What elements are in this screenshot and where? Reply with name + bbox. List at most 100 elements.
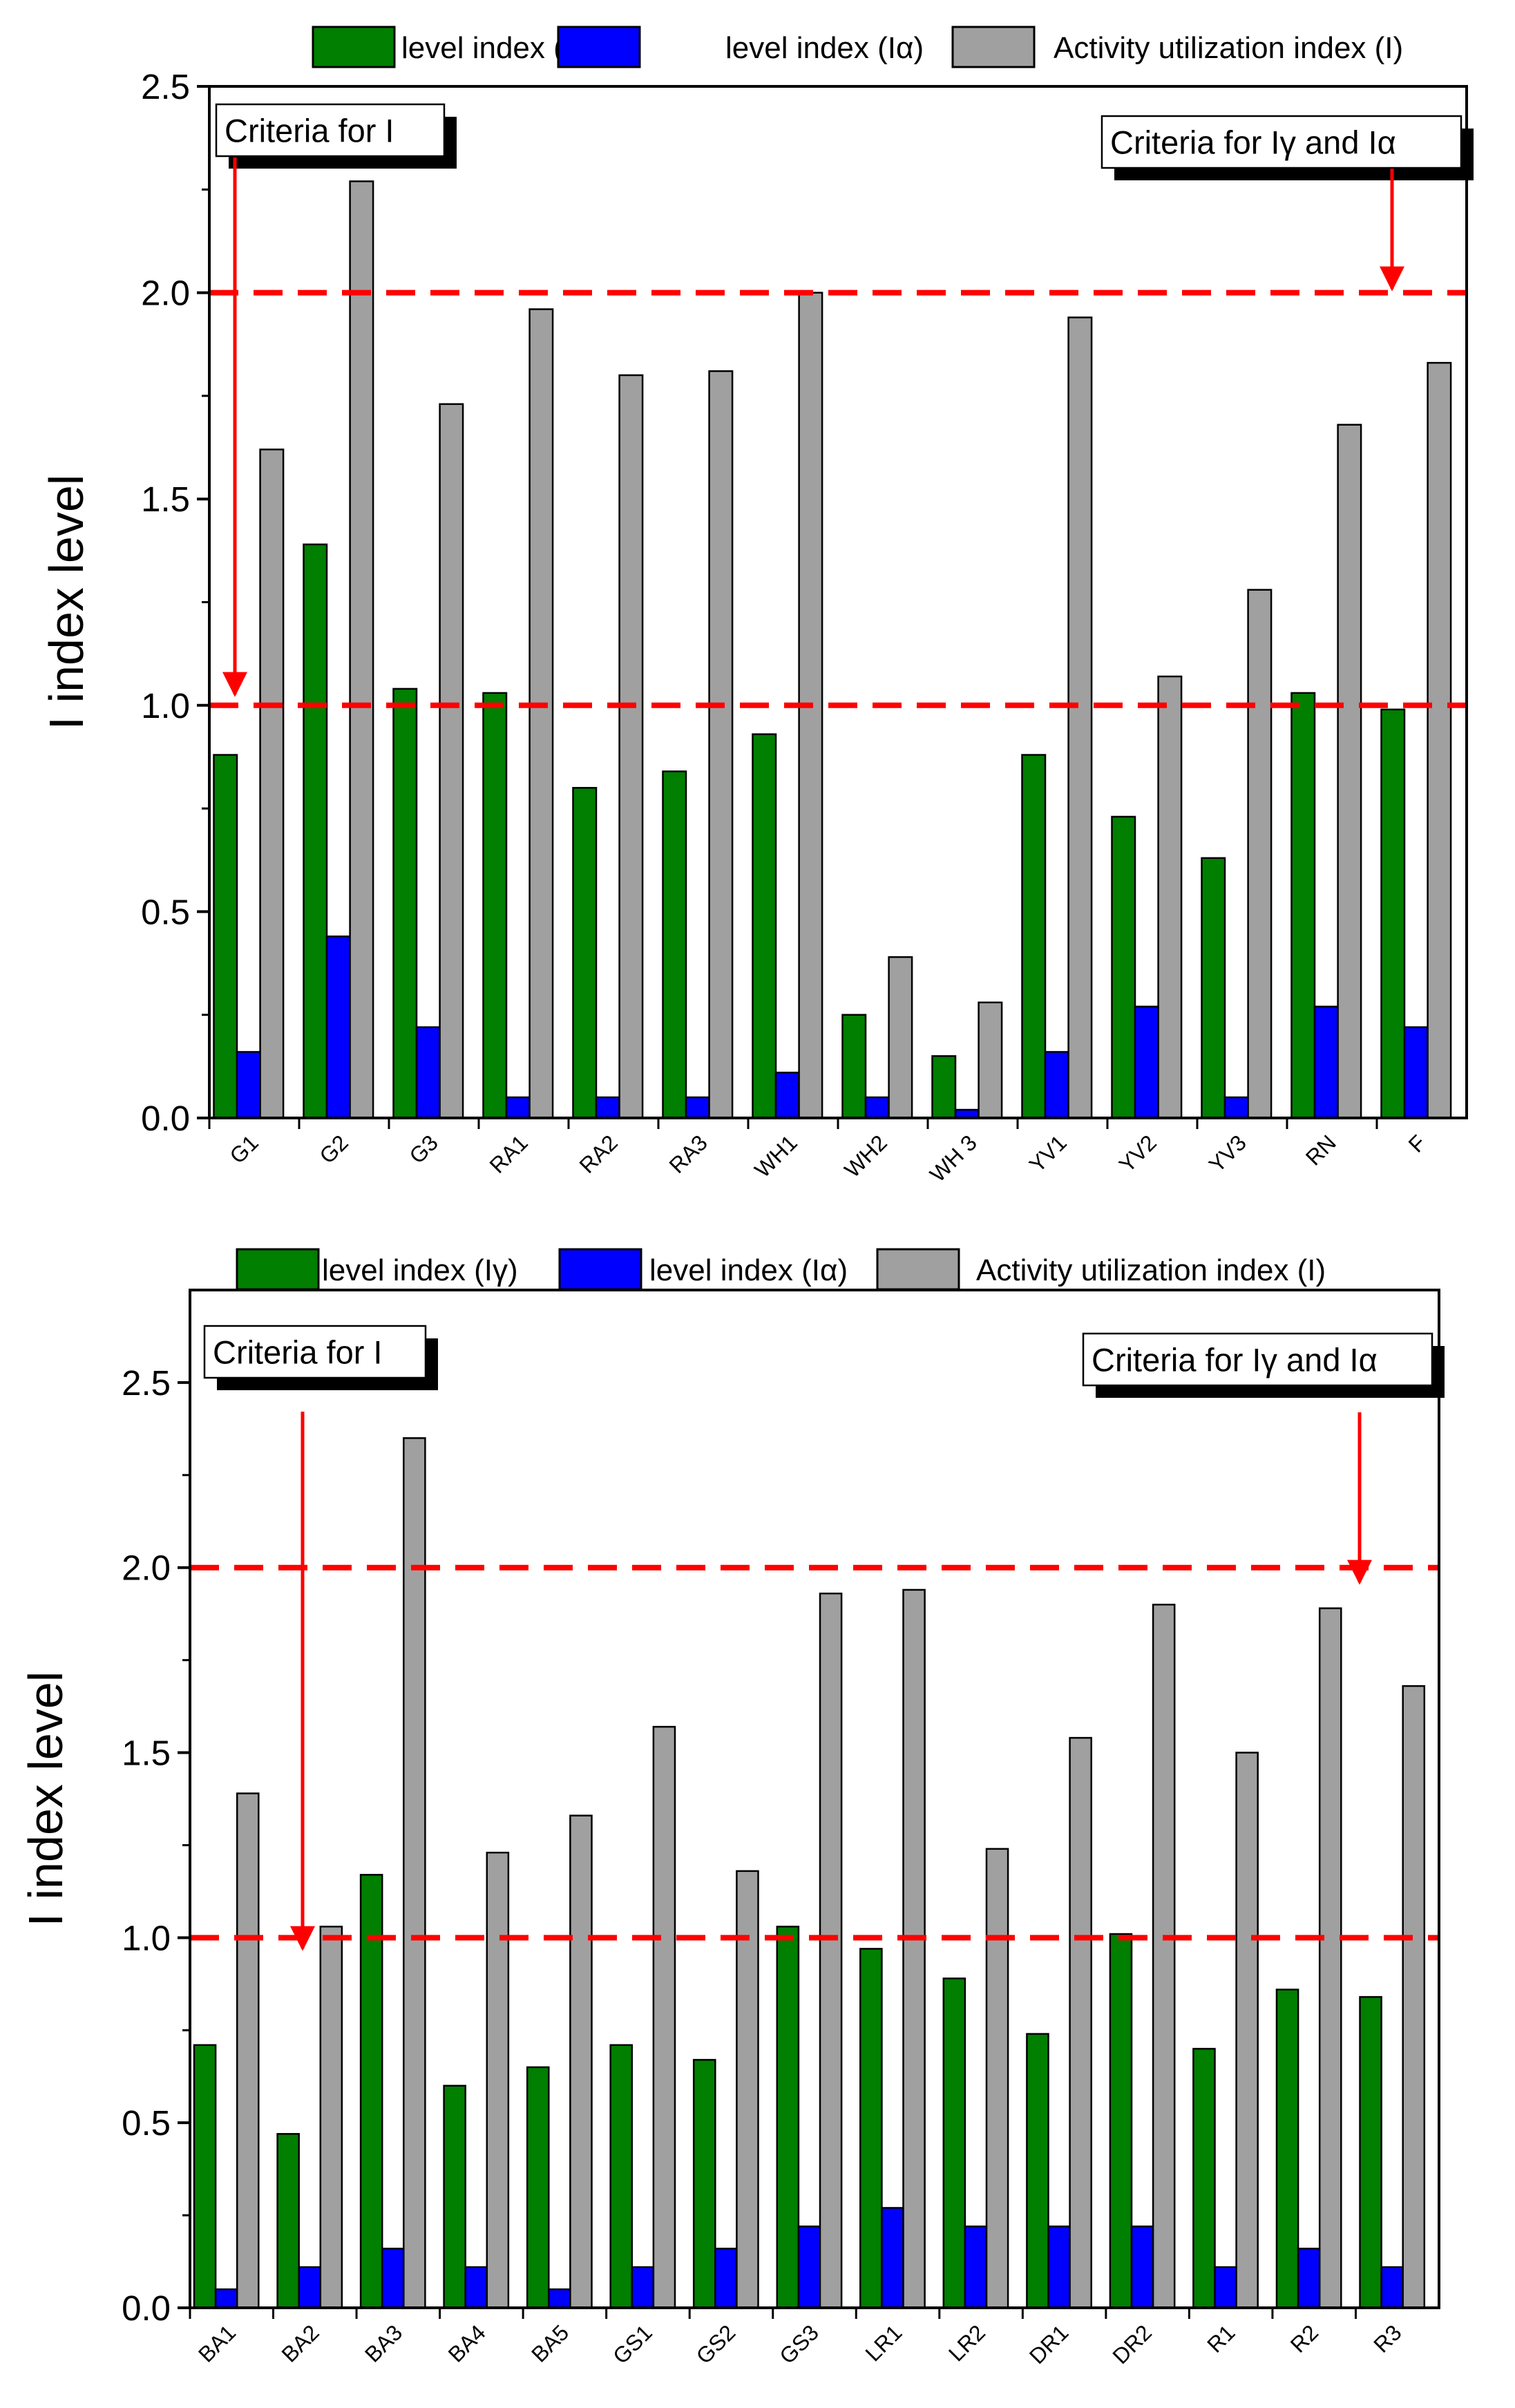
bar-GS3-series-1 (776, 1926, 800, 2309)
x-tick-label-WH1: WH1 (750, 1130, 802, 1182)
x-tick-label-GS3: GS3 (774, 2320, 823, 2369)
bar-LR2-series-1 (942, 1978, 966, 2309)
bar-WH1-series-1 (752, 733, 777, 1119)
y-axis-label: I index level (19, 1671, 73, 1927)
x-tick-label-RA3: RA3 (664, 1130, 712, 1177)
x-tick-label-BA1: BA1 (193, 2320, 240, 2367)
bar-BA1-series-3 (236, 1792, 260, 2309)
bar-R2-series-2 (1297, 2248, 1321, 2309)
bar-WH2-series-1 (841, 1014, 867, 1119)
legend-swatch-series-2 (557, 26, 641, 68)
y-tick-label: 1.5 (141, 480, 190, 519)
bar-LR1-series-3 (902, 1589, 926, 2309)
bar-YV2-series-2 (1134, 1005, 1159, 1119)
bar-RN-series-1 (1290, 692, 1316, 1119)
bar-RA3-series-3 (708, 370, 734, 1119)
bar-LR2-series-3 (985, 1848, 1009, 2309)
bar-GS2-series-1 (692, 2058, 716, 2309)
chart-panel-1: 0.0 0.5 1.0 1.5 2.0 2.5 G1 G2 G3 RA1 RA2 RA3 WH1 WH2 W… (39, 26, 1474, 1187)
x-tick-label-G1: G1 (225, 1130, 263, 1168)
bar-RN-series-2 (1313, 1005, 1339, 1119)
bar-YV3-series-3 (1247, 589, 1273, 1119)
bar-RA3-series-1 (662, 770, 687, 1119)
annotation-criteria-gamma-alpha-box (1082, 1332, 1433, 1387)
y-tick-label: 1.0 (122, 1918, 171, 1957)
legend-label-series-3: Activity utilization index (I) (976, 1253, 1326, 1287)
legend-swatch-series-3 (876, 1248, 960, 1291)
bar-WH2-series-2 (864, 1096, 890, 1119)
bar-DR2-series-3 (1152, 1604, 1176, 2309)
bar-R3-series-1 (1359, 1995, 1382, 2309)
bar-YV1-series-3 (1067, 316, 1093, 1119)
y-tick-label: 2.5 (122, 1363, 171, 1403)
legend-label-series-3: Activity utilization index (I) (1054, 31, 1403, 65)
x-tick-label-LR1: LR1 (861, 2320, 907, 2366)
legend-swatch-series-2 (558, 1248, 642, 1291)
x-tick-label-R1: R1 (1202, 2320, 1239, 2357)
plot-frame (189, 1289, 1440, 2309)
bar-RA1-series-3 (528, 308, 554, 1119)
annotation-criteria-I: Criteria for I (215, 103, 457, 169)
bar-YV1-series-1 (1021, 754, 1047, 1119)
annotation-criteria-I: Criteria for I (203, 1325, 438, 1390)
bar-F-series-3 (1427, 361, 1452, 1119)
y-tick-label: 1.5 (122, 1734, 171, 1773)
bar-R2-series-1 (1275, 1989, 1299, 2309)
bar-BA5-series-3 (569, 1814, 593, 2309)
bar-G1-series-3 (259, 448, 285, 1119)
bar-RA3-series-2 (685, 1096, 710, 1119)
bar-G1-series-2 (236, 1051, 261, 1119)
legend-swatch-series-1 (236, 1248, 320, 1291)
y-tick-label: 2.0 (122, 1548, 171, 1588)
y-tick-label: 1.0 (141, 686, 190, 726)
annotation-criteria-I-box (203, 1325, 427, 1379)
bar-DR2-series-2 (1130, 2225, 1154, 2309)
bar-BA5-series-1 (526, 2066, 550, 2309)
legend-swatch-series-3 (951, 26, 1036, 68)
x-tick-label-BA5: BA5 (526, 2320, 573, 2367)
bar-BA2-series-2 (298, 2266, 322, 2309)
bar-RA2-series-3 (618, 374, 644, 1119)
bar-G2-series-3 (349, 180, 374, 1119)
x-tick-label-WH3: WH 3 (925, 1130, 982, 1186)
bar-R3-series-3 (1402, 1685, 1426, 2309)
annotation-criteria-I-text: Criteria for I (213, 1334, 383, 1371)
y-tick-label: 2.0 (141, 274, 190, 313)
bar-DR2-series-1 (1109, 1933, 1133, 2309)
bar-R3-series-2 (1380, 2266, 1404, 2309)
bar-BA5-series-2 (548, 2288, 571, 2309)
bar-BA3-series-1 (359, 1874, 383, 2309)
bar-DR1-series-1 (1026, 2033, 1049, 2309)
legend: level index (Iγ) level index (Iα) Activity… (236, 1248, 1326, 1291)
legend-label-series-2: level index (Iα) (725, 31, 924, 65)
annotation-criteria-gamma-alpha: Criteria for Iγ and Iα (1100, 115, 1474, 180)
bar-RA1-series-2 (505, 1096, 531, 1119)
bar-RA1-series-1 (482, 692, 508, 1119)
bar-YV3-series-2 (1223, 1096, 1249, 1119)
bar-R2-series-3 (1318, 1607, 1342, 2309)
x-tick-label-YV3: YV3 (1204, 1130, 1251, 1177)
x-tick-label-BA2: BA2 (277, 2320, 324, 2367)
bar-YV2-series-3 (1157, 675, 1183, 1119)
bar-BA4-series-3 (486, 1851, 510, 2309)
x-tick-label-G2: G2 (314, 1130, 353, 1168)
annotation-criteria-gamma-alpha-text: Criteria for Iγ and Iα (1110, 124, 1396, 161)
bar-G3-series-3 (439, 403, 464, 1119)
bar-LR1-series-2 (881, 2207, 904, 2309)
legend: level index (Iγ) level index (Iα) Activity… (312, 26, 1403, 68)
x-tick-label-R2: R2 (1286, 2320, 1323, 2357)
x-tick-label-F: F (1404, 1130, 1431, 1157)
annotation-criteria-gamma-alpha-text: Criteria for Iγ and Iα (1092, 1342, 1378, 1378)
bar-G2-series-1 (303, 543, 328, 1119)
y-tick-label: 2.5 (141, 67, 190, 106)
bar-RN-series-3 (1337, 424, 1362, 1119)
bar-GS2-series-2 (714, 2248, 738, 2309)
x-tick-label-DR1: DR1 (1025, 2320, 1074, 2369)
bar-BA2-series-1 (276, 2133, 300, 2309)
annotation-criteria-gamma-alpha-box (1100, 115, 1462, 169)
x-tick-label-RN: RN (1301, 1130, 1341, 1170)
bar-GS1-series-1 (609, 2044, 633, 2309)
x-tick-label-G3: G3 (404, 1130, 443, 1168)
